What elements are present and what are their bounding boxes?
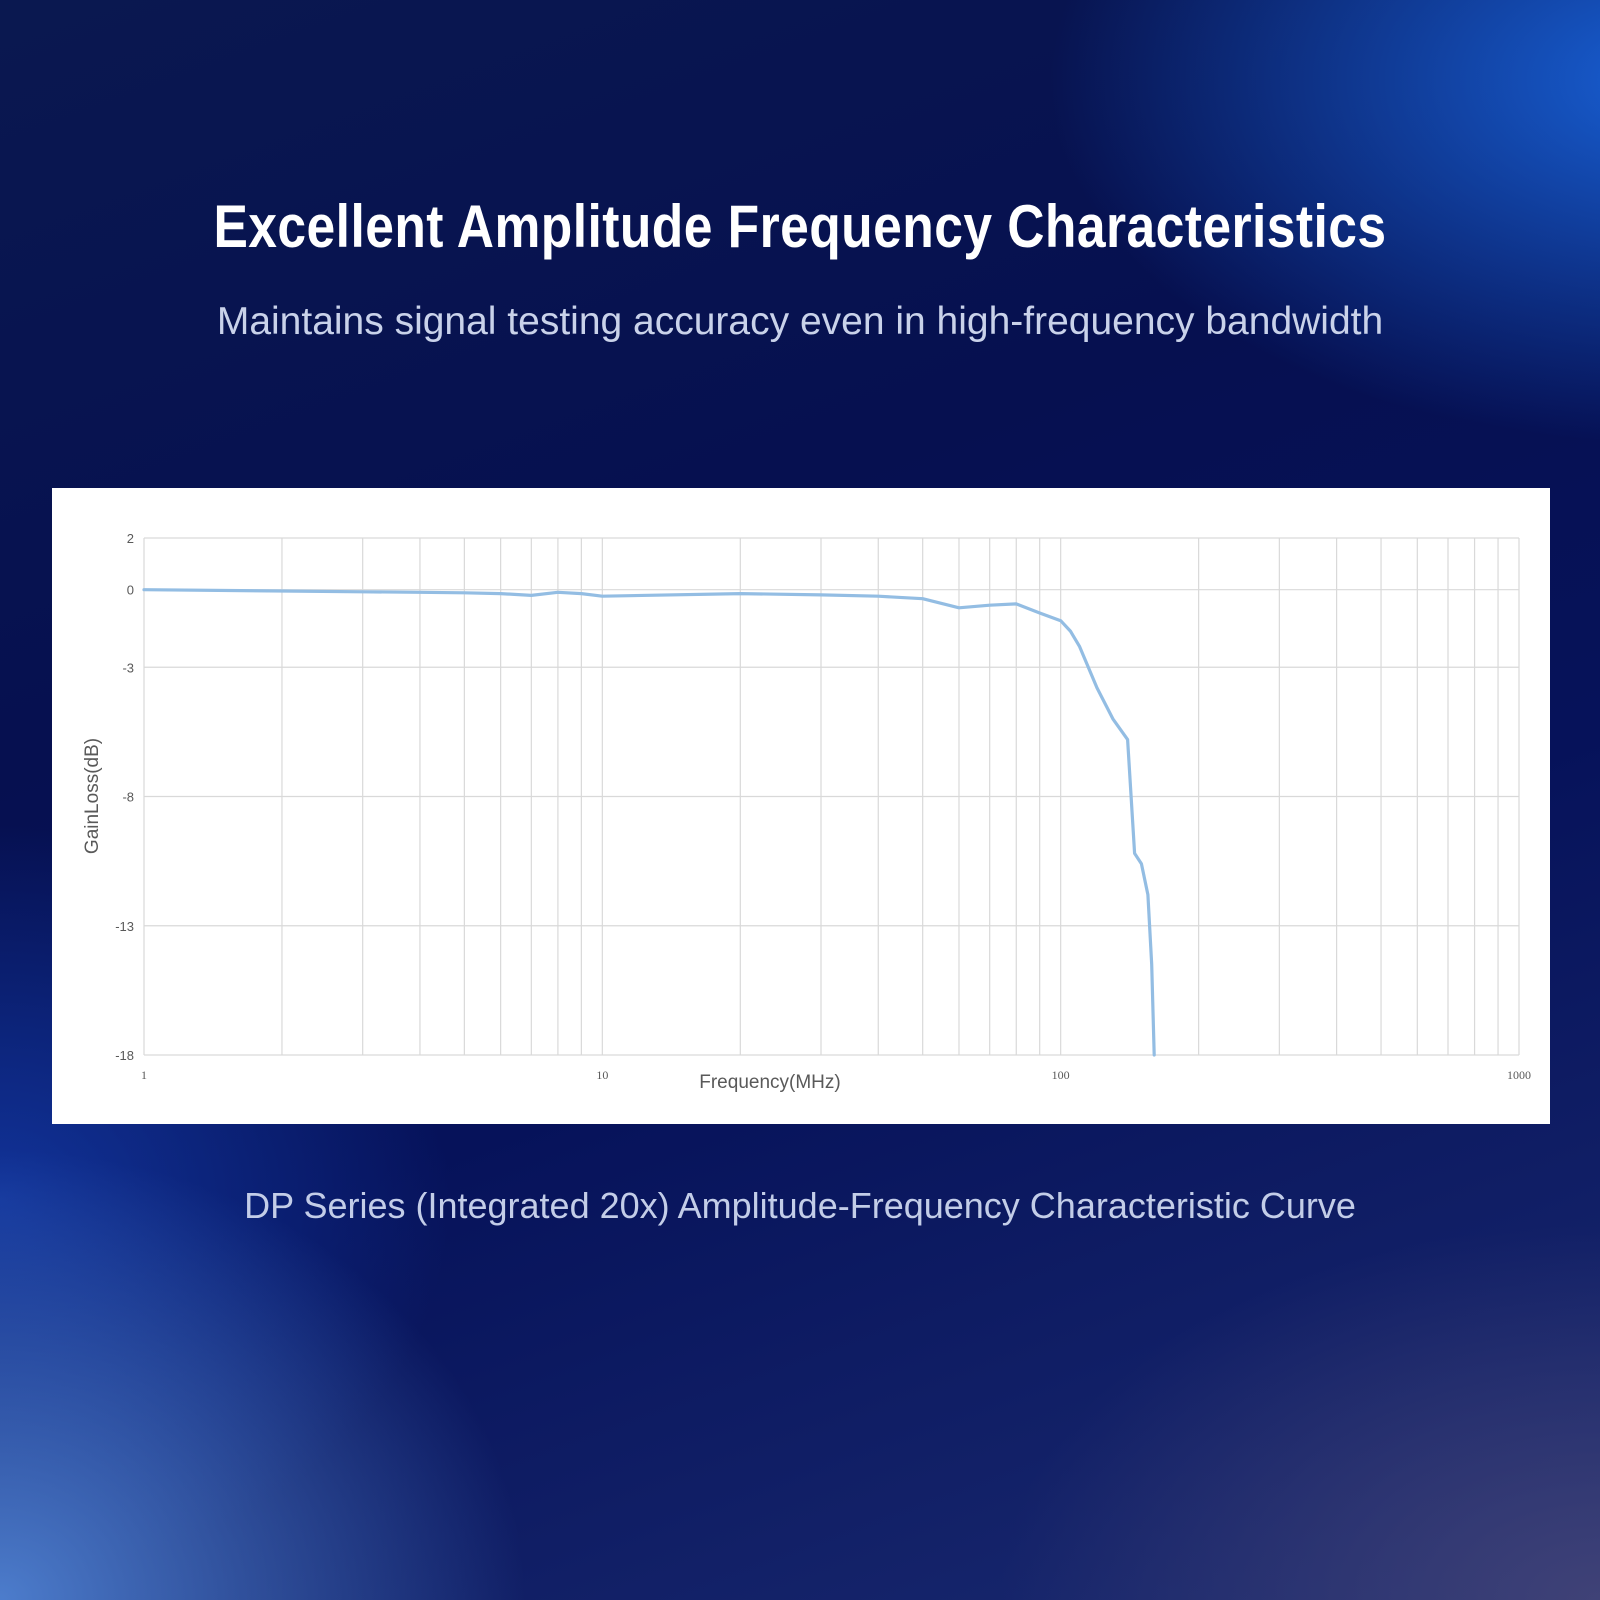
y-tick-label: 2 [127, 531, 134, 546]
x-tick-label: 1 [141, 1068, 147, 1082]
y-tick-label: 0 [127, 583, 134, 598]
page-title: Excellent Amplitude Frequency Characteri… [213, 193, 1387, 260]
frequency-response-chart: 2 0 -3 -8 -13 -18 1 10 100 1000 Frequency(MHz) G… [82, 531, 1531, 1093]
grid-layer [143, 537, 1520, 1056]
x-tick-label: 100 [1052, 1068, 1070, 1082]
x-tick-label: 1000 [1507, 1068, 1531, 1082]
chart-panel: 2 0 -3 -8 -13 -18 1 10 100 1000 Frequency(MHz) G… [52, 488, 1550, 1124]
gain-loss-curve [142, 588, 1156, 1057]
y-tick-label: -18 [115, 1048, 134, 1063]
x-tick-labels: 1 10 100 1000 [141, 1068, 1531, 1082]
y-tick-label: -3 [122, 660, 134, 675]
y-axis-label: GainLoss(dB) [82, 738, 103, 854]
y-tick-label: -8 [122, 790, 134, 805]
x-axis-label: Frequency(MHz) [699, 1072, 840, 1093]
chart-caption: DP Series (Integrated 20x) Amplitude-Fre… [244, 1185, 1356, 1226]
page-subtitle: Maintains signal testing accuracy even i… [216, 300, 1384, 343]
y-tick-labels: 2 0 -3 -8 -13 -18 [115, 531, 134, 1063]
x-tick-label: 10 [596, 1068, 608, 1082]
y-tick-label: -13 [115, 919, 134, 934]
